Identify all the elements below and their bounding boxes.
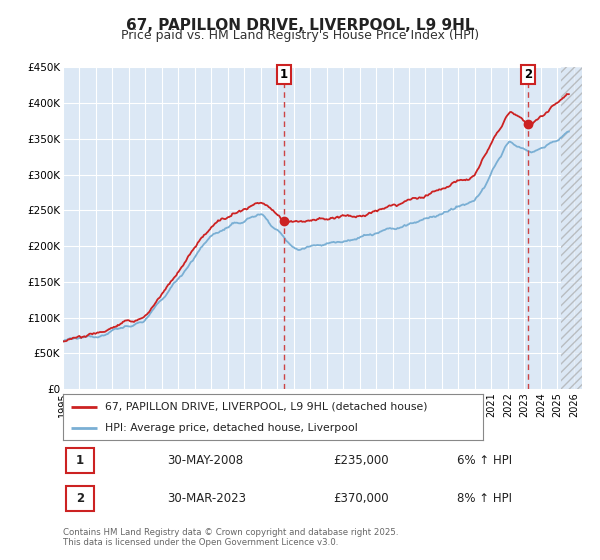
Text: £370,000: £370,000 — [333, 492, 389, 505]
Text: 1: 1 — [280, 68, 288, 81]
Text: 2: 2 — [524, 68, 533, 81]
Bar — [560, 67, 582, 389]
Text: £235,000: £235,000 — [333, 454, 389, 467]
Text: 8% ↑ HPI: 8% ↑ HPI — [457, 492, 512, 505]
Text: Contains HM Land Registry data © Crown copyright and database right 2025.
This d: Contains HM Land Registry data © Crown c… — [63, 528, 398, 547]
FancyBboxPatch shape — [65, 486, 94, 511]
Text: Price paid vs. HM Land Registry's House Price Index (HPI): Price paid vs. HM Land Registry's House … — [121, 29, 479, 42]
Text: 67, PAPILLON DRIVE, LIVERPOOL, L9 9HL (detached house): 67, PAPILLON DRIVE, LIVERPOOL, L9 9HL (d… — [105, 402, 427, 412]
Text: 1: 1 — [76, 454, 84, 467]
Text: 30-MAY-2008: 30-MAY-2008 — [167, 454, 243, 467]
Text: 2: 2 — [76, 492, 84, 505]
Text: 30-MAR-2023: 30-MAR-2023 — [167, 492, 246, 505]
Text: HPI: Average price, detached house, Liverpool: HPI: Average price, detached house, Live… — [105, 423, 358, 433]
FancyBboxPatch shape — [65, 448, 94, 473]
Text: 67, PAPILLON DRIVE, LIVERPOOL, L9 9HL: 67, PAPILLON DRIVE, LIVERPOOL, L9 9HL — [126, 18, 474, 33]
Text: 6% ↑ HPI: 6% ↑ HPI — [457, 454, 512, 467]
